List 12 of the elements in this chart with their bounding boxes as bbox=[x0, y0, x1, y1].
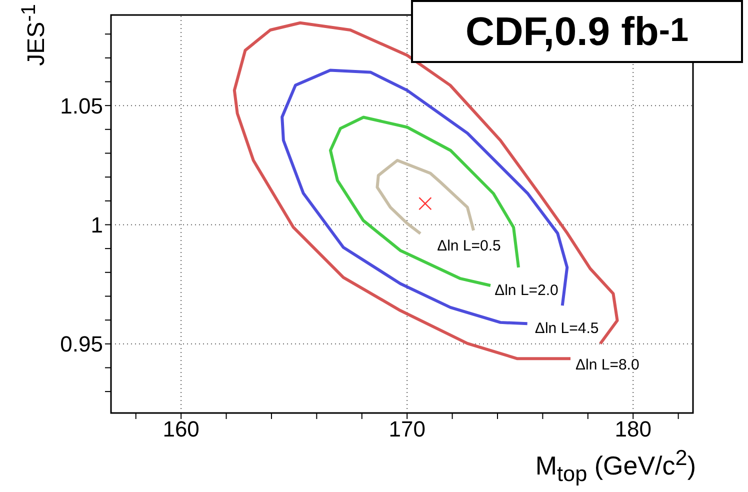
series-label: Δln L=0.5 bbox=[437, 237, 501, 254]
x-tick-label: 160 bbox=[162, 416, 200, 442]
series-label: Δln L=8.0 bbox=[576, 356, 640, 374]
y-tick-label: 0.95 bbox=[60, 332, 103, 357]
x-tick-label: 180 bbox=[614, 416, 652, 442]
y-tick-label: 1.05 bbox=[60, 93, 103, 118]
series-label: Δln L=2.0 bbox=[494, 282, 558, 299]
x-tick-label: 170 bbox=[388, 416, 426, 442]
x-axis-title: M$_{top}$ (GeV/c$^{2}$) bbox=[535, 445, 696, 486]
line-series bbox=[376, 158, 476, 236]
y-tick-label: 1 bbox=[90, 212, 103, 238]
series-label: Δln L=4.5 bbox=[534, 320, 599, 338]
